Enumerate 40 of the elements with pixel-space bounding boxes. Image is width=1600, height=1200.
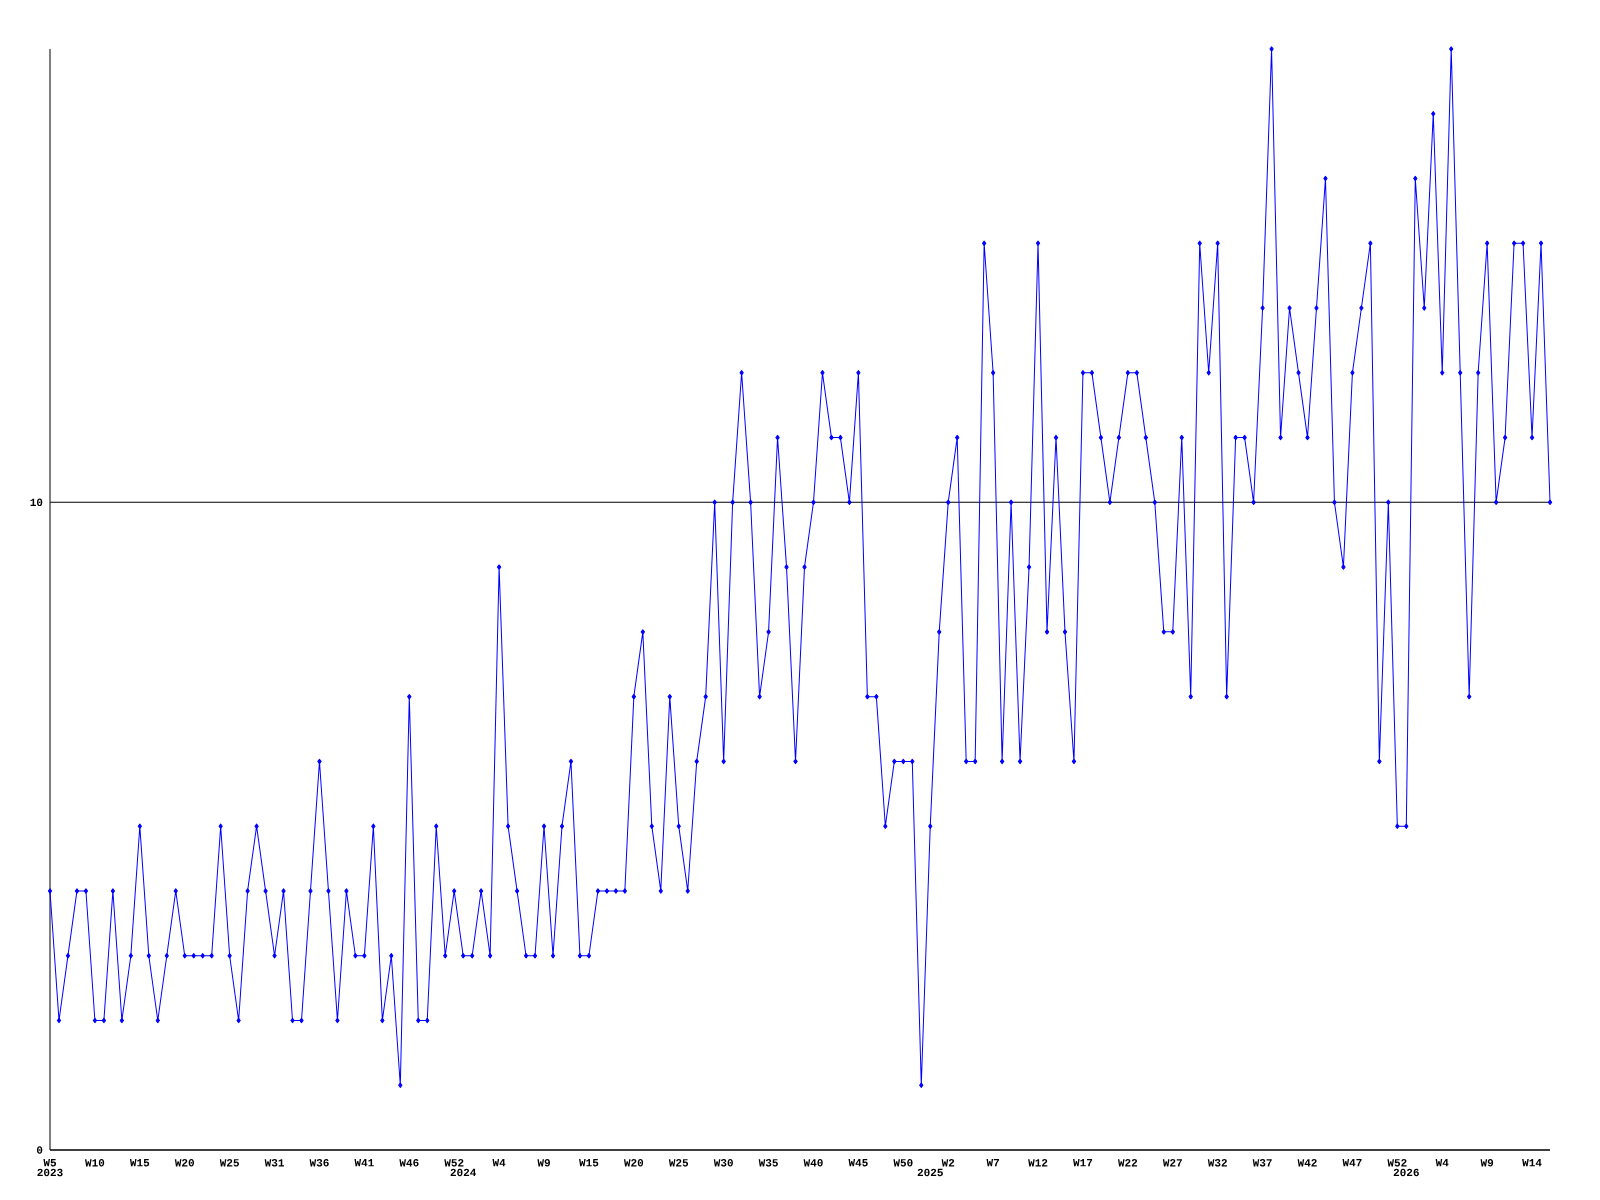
x-tick-label: 2026 — [1393, 1168, 1419, 1177]
x-tick-label: W46 — [399, 1159, 419, 1167]
x-tick-label: W22 — [1117, 1159, 1138, 1167]
x-tick-label: W35 — [758, 1159, 778, 1167]
x-tick-label: W45 — [848, 1159, 868, 1167]
x-tick-label: W41 — [354, 1159, 374, 1167]
x-tick-label: W40 — [803, 1159, 823, 1167]
x-tick-label: W50 — [893, 1159, 913, 1167]
text: 2023 — [37, 1168, 63, 1177]
x-tick-label: 2025 — [917, 1168, 943, 1177]
x-tick-label: W32 — [1207, 1159, 1227, 1167]
x-tick-label: W4 — [1435, 1159, 1449, 1167]
x-tick-label: W15 — [579, 1159, 599, 1167]
x-tick-label: W42 — [1297, 1159, 1317, 1167]
x-tick-label: W36 — [309, 1159, 329, 1167]
x-tick-label: W17 — [1073, 1159, 1093, 1167]
x-tick-label: W52 — [444, 1159, 464, 1167]
x-tick-label: W5 — [43, 1159, 57, 1167]
x-tick-label: W2 — [941, 1159, 955, 1167]
x-tick-label: 2024 — [450, 1168, 477, 1177]
x-tick-label: W20 — [174, 1159, 194, 1167]
x-tick-label: W9 — [537, 1159, 550, 1167]
x-tick-label: W9 — [1480, 1159, 1494, 1167]
y-tick-label: 0 — [36, 1146, 43, 1154]
x-tick-label: W14 — [1522, 1159, 1542, 1167]
x-tick-label: W20 — [623, 1159, 644, 1167]
y-tick-label: 10 — [30, 498, 43, 507]
x-tick-label: W37 — [1252, 1159, 1272, 1167]
x-tick-label: W47 — [1342, 1159, 1362, 1167]
x-tick-label: W12 — [1028, 1159, 1048, 1167]
x-tick-label: W25 — [668, 1159, 689, 1167]
x-tick-label: W27 — [1162, 1159, 1182, 1167]
x-tick-label: W25 — [219, 1159, 239, 1167]
x-tick-label: W4 — [492, 1159, 506, 1167]
x-tick-label: W52 — [1387, 1159, 1407, 1167]
x-tick-label: W10 — [85, 1159, 105, 1167]
x-tick-label: W15 — [129, 1159, 150, 1167]
x-tick-label: W7 — [986, 1159, 999, 1167]
x-tick-label: W30 — [713, 1159, 733, 1167]
x-tick-label: W31 — [264, 1159, 284, 1167]
